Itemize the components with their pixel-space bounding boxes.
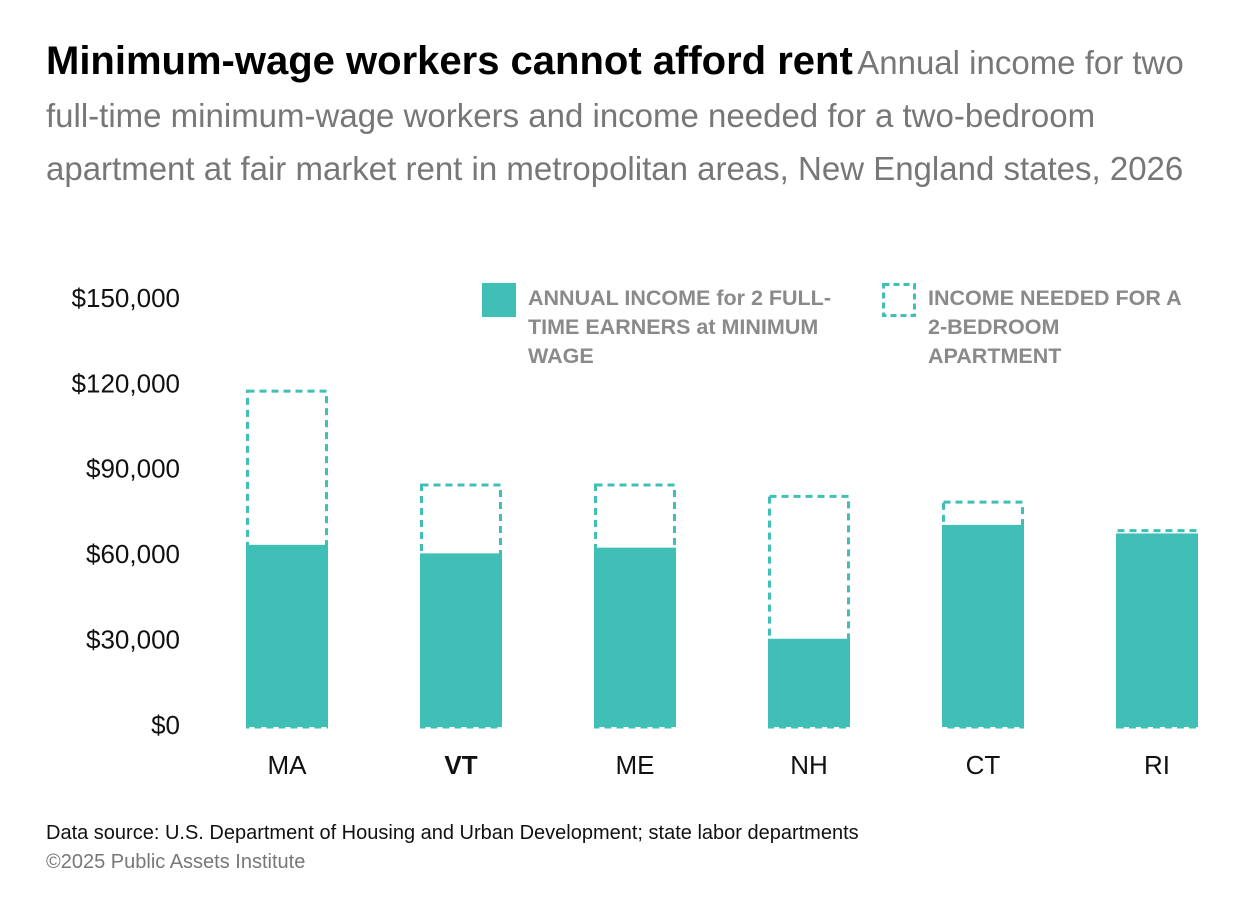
x-tick-label: NH bbox=[790, 750, 828, 780]
bar bbox=[768, 638, 850, 727]
x-tick-label: CT bbox=[966, 750, 1001, 780]
x-tick-label: ME bbox=[616, 750, 655, 780]
bar bbox=[594, 547, 676, 727]
x-tick-label: VT bbox=[444, 750, 477, 780]
y-tick-label: $90,000 bbox=[86, 454, 180, 484]
x-tick-label: RI bbox=[1144, 750, 1170, 780]
chart-title: Minimum-wage workers cannot afford rent bbox=[46, 39, 853, 83]
y-tick-label: $0 bbox=[151, 710, 180, 740]
needed-bar bbox=[420, 483, 502, 729]
bar bbox=[1116, 533, 1198, 727]
header: Minimum-wage workers cannot afford rent … bbox=[46, 38, 1221, 199]
legend-swatch bbox=[882, 283, 916, 317]
x-tick-label: MA bbox=[268, 750, 308, 780]
source-note: Data source: U.S. Department of Housing … bbox=[46, 822, 859, 844]
bar bbox=[942, 524, 1024, 727]
y-tick-label: $150,000 bbox=[72, 283, 180, 313]
needed-bar bbox=[942, 500, 1024, 729]
chart-subtitle: Annual income for two full-time minimum-… bbox=[46, 44, 1184, 187]
needed-bar bbox=[594, 483, 676, 729]
y-tick-label: $30,000 bbox=[86, 624, 180, 654]
legend-swatch bbox=[482, 283, 516, 317]
needed-bar bbox=[768, 494, 850, 729]
bar bbox=[420, 553, 502, 727]
copyright: ©2025 Public Assets Institute bbox=[46, 851, 306, 873]
bar bbox=[246, 544, 328, 727]
needed-bar bbox=[1116, 529, 1198, 729]
legend-label: INCOME NEEDED FOR A 2-BEDROOM APARTMENT bbox=[928, 286, 1181, 368]
legend-label: ANNUAL INCOME for 2 FULL-TIME EARNERS at… bbox=[528, 286, 831, 368]
needed-bar bbox=[246, 389, 328, 729]
y-tick-label: $60,000 bbox=[86, 539, 180, 569]
y-tick-label: $120,000 bbox=[72, 368, 180, 398]
